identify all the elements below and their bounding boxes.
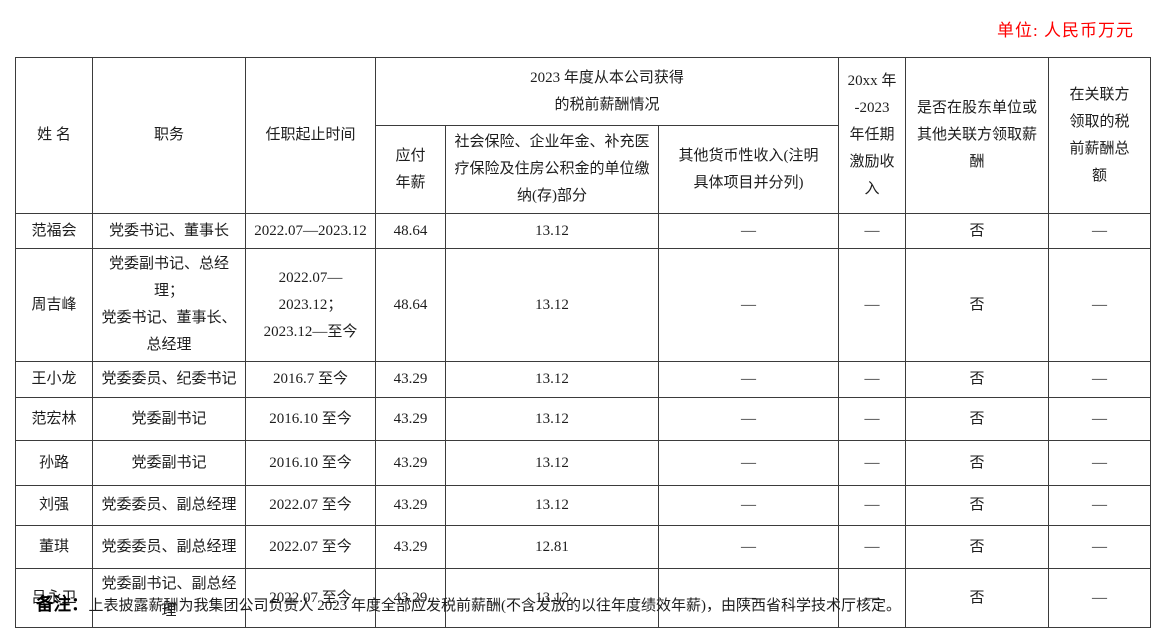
cell-position: 党委副书记、总经理； 党委书记、董事长、 总经理 bbox=[92, 248, 246, 362]
table-row: 董琪 党委委员、副总经理 2022.07 至今 43.29 12.81 — — … bbox=[15, 525, 1152, 569]
col-header-payable-salary: 应付 年薪 bbox=[375, 125, 446, 214]
cell-other-income: — bbox=[657, 213, 840, 249]
cell-term: 2022.07—2023.12 bbox=[245, 213, 376, 249]
cell-related-total: — bbox=[1048, 440, 1152, 486]
table-row: 范宏林 党委副书记 2016.10 至今 43.29 13.12 — — 否 — bbox=[15, 397, 1152, 441]
col-header-insurance: 社会保险、企业年金、补充医疗保险及住房公积金的单位缴纳(存)部分 bbox=[445, 125, 659, 214]
cell-position: 党委委员、副总经理 bbox=[92, 485, 246, 526]
cell-incentive: — bbox=[838, 525, 907, 569]
cell-salary: 43.29 bbox=[375, 361, 446, 398]
cell-other-income: — bbox=[657, 440, 840, 486]
cell-name: 周吉峰 bbox=[15, 248, 93, 362]
cell-related-total: — bbox=[1048, 525, 1152, 569]
cell-related-total: — bbox=[1048, 213, 1152, 249]
cell-name: 王小龙 bbox=[15, 361, 93, 398]
cell-insurance: 13.12 bbox=[445, 568, 659, 628]
cell-term: 2022.07 至今 bbox=[245, 525, 376, 569]
cell-related-total: — bbox=[1048, 248, 1152, 362]
cell-other-income: — bbox=[657, 397, 840, 441]
cell-insurance: 13.12 bbox=[445, 248, 659, 362]
cell-position: 党委副书记 bbox=[92, 440, 246, 486]
cell-other-income: — bbox=[657, 568, 840, 628]
cell-term: 2022.07—2023.12； 2023.12—至今 bbox=[245, 248, 376, 362]
cell-position: 党委委员、副总经理 bbox=[92, 525, 246, 569]
cell-incentive: — bbox=[838, 485, 907, 526]
currency-unit-label: 单位: 人民币万元 bbox=[997, 21, 1134, 40]
cell-insurance: 12.81 bbox=[445, 525, 659, 569]
cell-other-income: — bbox=[657, 525, 840, 569]
cell-related-total: — bbox=[1048, 361, 1152, 398]
cell-insurance: 13.12 bbox=[445, 485, 659, 526]
cell-paid-by-related: 否 bbox=[905, 213, 1050, 249]
header-row-group: 姓 名 职务 任职起止时间 2023 年度从本公司获得 的税前薪酬情况 20xx… bbox=[15, 57, 1152, 214]
cell-name: 刘强 bbox=[15, 485, 93, 526]
cell-paid-by-related: 否 bbox=[905, 440, 1050, 486]
cell-name: 吕永卫 bbox=[15, 568, 93, 628]
col-header-2023-salary-group: 2023 年度从本公司获得 的税前薪酬情况 bbox=[374, 57, 840, 126]
footnote-text: 上表披露薪酬为我集团公司负责人 2023 年度全部应发税前薪酬(不含发放的以往年… bbox=[88, 598, 902, 614]
cell-salary: 43.29 bbox=[375, 485, 446, 526]
col-header-name: 姓 名 bbox=[15, 57, 93, 214]
cell-position: 党委副书记、副总经理 bbox=[92, 568, 246, 628]
cell-paid-by-related: 否 bbox=[905, 568, 1050, 628]
cell-term: 2022.07 至今 bbox=[245, 485, 376, 526]
header-row-sub: 应付 年薪 社会保险、企业年金、补充医疗保险及住房公积金的单位缴纳(存)部分 其… bbox=[16, 125, 1151, 214]
footnote: 备注：上表披露薪酬为我集团公司负责人 2023 年度全部应发税前薪酬(不含发放的… bbox=[36, 591, 1126, 616]
cell-paid-by-related: 否 bbox=[905, 397, 1050, 441]
cell-other-income: — bbox=[657, 361, 840, 398]
cell-salary: 43.29 bbox=[375, 525, 446, 569]
cell-salary: 43.29 bbox=[375, 440, 446, 486]
cell-salary: 48.64 bbox=[375, 248, 446, 362]
cell-salary: 48.64 bbox=[375, 213, 446, 249]
cell-incentive: — bbox=[838, 361, 907, 398]
cell-incentive: — bbox=[838, 213, 907, 249]
table-row: 周吉峰 党委副书记、总经理； 党委书记、董事长、 总经理 2022.07—202… bbox=[15, 248, 1152, 362]
cell-other-income: — bbox=[657, 248, 840, 362]
cell-incentive: — bbox=[838, 248, 907, 362]
cell-other-income: — bbox=[657, 485, 840, 526]
cell-insurance: 13.12 bbox=[445, 440, 659, 486]
col-header-related-total: 在关联方 领取的税 前薪酬总 额 bbox=[1048, 57, 1152, 214]
cell-insurance: 13.12 bbox=[445, 397, 659, 441]
cell-paid-by-related: 否 bbox=[905, 361, 1050, 398]
cell-name: 董琪 bbox=[15, 525, 93, 569]
cell-position: 党委书记、董事长 bbox=[92, 213, 246, 249]
cell-name: 范宏林 bbox=[15, 397, 93, 441]
table-row: 范福会 党委书记、董事长 2022.07—2023.12 48.64 13.12… bbox=[15, 213, 1152, 249]
cell-paid-by-related: 否 bbox=[905, 525, 1050, 569]
col-header-paid-by-related: 是否在股东单位或其他关联方领取薪酬 bbox=[905, 57, 1050, 214]
cell-related-total: — bbox=[1048, 485, 1152, 526]
cell-position: 党委副书记 bbox=[92, 397, 246, 441]
table-row: 吕永卫 党委副书记、副总经理 2022.07 至今 43.29 13.12 — … bbox=[15, 568, 1152, 628]
cell-paid-by-related: 否 bbox=[905, 248, 1050, 362]
salary-disclosure-table: 姓 名 职务 任职起止时间 2023 年度从本公司获得 的税前薪酬情况 20xx… bbox=[15, 57, 1152, 628]
col-header-term: 任职起止时间 bbox=[245, 57, 376, 214]
cell-salary: 43.29 bbox=[375, 397, 446, 441]
cell-incentive: — bbox=[838, 397, 907, 441]
cell-incentive: — bbox=[838, 440, 907, 486]
col-header-other-income: 其他货币性收入(注明 具体项目并分列) bbox=[657, 125, 840, 214]
table-row: 王小龙 党委委员、纪委书记 2016.7 至今 43.29 13.12 — — … bbox=[15, 361, 1152, 398]
cell-insurance: 13.12 bbox=[445, 361, 659, 398]
col-header-term-incentive: 20xx 年 -2023 年任期 激励收 入 bbox=[838, 57, 907, 214]
cell-related-total: — bbox=[1048, 397, 1152, 441]
cell-paid-by-related: 否 bbox=[905, 485, 1050, 526]
cell-term: 2016.10 至今 bbox=[245, 440, 376, 486]
table-row: 孙路 党委副书记 2016.10 至今 43.29 13.12 — — 否 — bbox=[15, 440, 1152, 486]
footnote-label: 备注： bbox=[36, 594, 89, 614]
cell-name: 孙路 bbox=[15, 440, 93, 486]
table-row: 刘强 党委委员、副总经理 2022.07 至今 43.29 13.12 — — … bbox=[15, 485, 1152, 526]
cell-position: 党委委员、纪委书记 bbox=[92, 361, 246, 398]
cell-insurance: 13.12 bbox=[445, 213, 659, 249]
col-header-position: 职务 bbox=[92, 57, 246, 214]
cell-term: 2016.7 至今 bbox=[245, 361, 376, 398]
cell-term: 2016.10 至今 bbox=[245, 397, 376, 441]
cell-name: 范福会 bbox=[15, 213, 93, 249]
